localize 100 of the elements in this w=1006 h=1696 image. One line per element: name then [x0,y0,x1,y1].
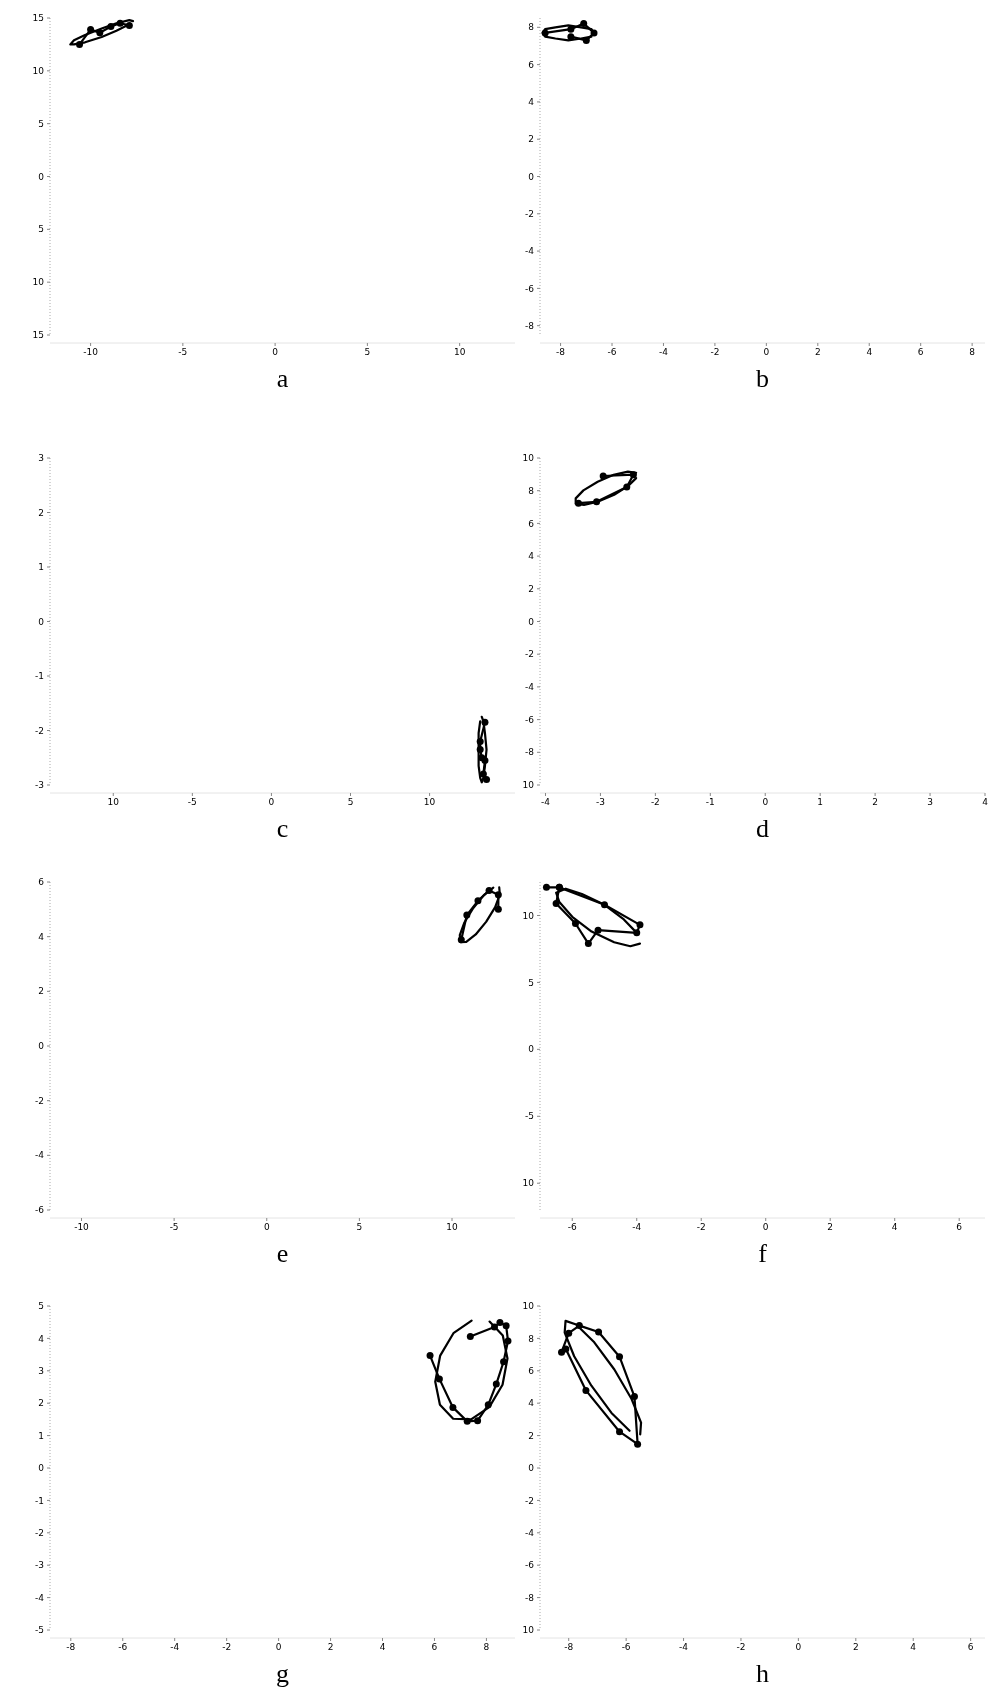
x-tick-label: -4 [679,1642,689,1652]
y-tick-label: 6 [528,1365,535,1376]
y-tick-label: -4 [525,1527,535,1538]
y-tick-label: -6 [525,283,535,294]
y-tick-label: 8 [528,1333,535,1344]
x-tick-label: -2 [650,797,660,807]
x-tick-label: 0 [762,1222,769,1232]
y-tick-label: -4 [35,1592,45,1603]
x-tick-label: 2 [327,1642,334,1652]
x-tick-label: -2 [736,1642,746,1652]
y-tick-label: 10 [522,780,535,791]
x-axis-title: g [276,1659,289,1688]
x-tick-label: 2 [814,347,821,357]
y-tick-label: -2 [525,649,534,660]
x-tick-label: 4 [910,1642,917,1652]
y-tick-label: -2 [525,208,534,219]
y-tick-label: 0 [528,1463,535,1474]
x-tick-label: 10 [446,1222,459,1232]
x-tick-label: 5 [364,347,371,357]
x-tick-label: 0 [795,1642,802,1652]
y-tick-label: -2 [35,1095,44,1106]
x-tick-label: -5 [169,1222,179,1232]
y-tick-label: -5 [35,1625,44,1636]
x-tick-label: 0 [275,1642,282,1652]
x-tick-label: 0 [762,797,769,807]
x-tick-label: 5 [356,1222,363,1232]
x-tick-label: -3 [595,797,605,807]
x-tick-label: -2 [222,1642,232,1652]
y-tick-label: 10 [522,453,535,464]
x-tick-label: 1 [817,797,824,807]
y-tick-label: 2 [38,986,44,997]
x-tick-label: 0 [763,347,770,357]
y-tick-label: 0 [528,171,535,182]
x-tick-label: 5 [347,797,354,807]
x-tick-label: 10 [423,797,436,807]
x-tick-label: 6 [956,1222,963,1232]
x-tick-label: 4 [982,797,989,807]
x-tick-label: 8 [969,347,976,357]
x-tick-label: 2 [852,1642,859,1652]
y-tick-label: 5 [38,1301,44,1312]
y-tick-label: 5 [38,224,44,235]
y-tick-label: 10 [32,65,45,76]
y-tick-label: 1 [38,562,44,573]
y-tick-label: -8 [525,1592,535,1603]
x-tick-label: 2 [872,797,878,807]
y-tick-label: -4 [525,246,535,257]
x-tick-label: 6 [431,1642,438,1652]
x-tick-label: -6 [607,347,617,357]
x-axis-title: c [276,814,289,843]
x-axis-title: d [756,814,769,843]
x-axis-title: b [756,364,769,393]
y-tick-label: 15 [32,13,44,24]
x-tick-label: 0 [272,347,279,357]
y-tick-label: 3 [38,453,44,464]
y-tick-label: 2 [528,134,534,145]
y-tick-label: 4 [38,1333,45,1344]
x-tick-label: 4 [379,1642,386,1652]
y-tick-label: 10 [522,910,535,921]
y-tick-label: 0 [38,1463,45,1474]
y-tick-label: 8 [528,485,535,496]
y-tick-label: 5 [38,118,44,129]
y-tick-label: 10 [32,277,45,288]
x-tick-label: -8 [66,1642,76,1652]
x-tick-label: 8 [483,1642,490,1652]
y-tick-label: 2 [528,1430,534,1441]
y-tick-label: 5 [528,977,534,988]
x-axis-title: a [276,364,289,393]
y-tick-label: -3 [35,1560,44,1571]
y-tick-label: -3 [35,780,44,791]
x-tick-label: -10 [83,347,99,357]
x-tick-label: 10 [453,347,466,357]
y-tick-label: -8 [525,747,535,758]
x-tick-label: 4 [891,1222,898,1232]
x-tick-label: 4 [866,347,873,357]
y-tick-label: 4 [528,97,535,108]
y-tick-label: 10 [522,1301,535,1312]
y-tick-label: -1 [35,1495,44,1506]
y-tick-label: 0 [38,1041,45,1052]
y-tick-label: -2 [35,1527,44,1538]
x-tick-label: -8 [564,1642,574,1652]
x-tick-label: -6 [118,1642,128,1652]
y-tick-label: 4 [528,1398,535,1409]
y-tick-label: 2 [528,583,534,594]
x-tick-label: 6 [967,1642,974,1652]
x-tick-label: -2 [710,347,720,357]
x-tick-label: -1 [705,797,715,807]
y-tick-label: 4 [38,931,45,942]
x-tick-label: 0 [268,797,275,807]
x-tick-label: -5 [187,797,197,807]
y-tick-label: 0 [528,1044,535,1055]
y-tick-label: -6 [525,714,535,725]
y-tick-label: 8 [528,22,535,33]
y-tick-label: -6 [35,1205,45,1216]
y-tick-label: 0 [38,171,45,182]
y-tick-label: 6 [528,59,535,70]
x-tick-label: 10 [107,797,120,807]
x-tick-label: 0 [263,1222,270,1232]
x-tick-label: -2 [696,1222,706,1232]
y-tick-label: 3 [38,1365,44,1376]
y-tick-label: 1 [38,1430,44,1441]
